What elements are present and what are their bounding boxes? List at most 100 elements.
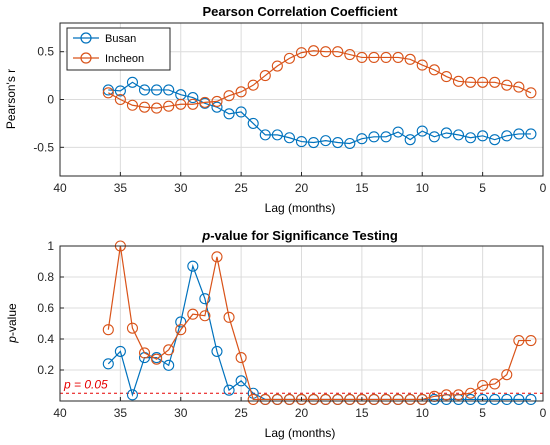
data-point-incheon bbox=[344, 393, 356, 406]
data-point-incheon bbox=[138, 347, 151, 359]
x-tick-label: 30 bbox=[174, 406, 188, 420]
series-line-incheon bbox=[107, 245, 531, 401]
data-point-incheon bbox=[380, 393, 392, 406]
data-point-incheon bbox=[452, 389, 465, 401]
plot-area-pvalue: p = 0.05 bbox=[60, 240, 543, 406]
y-axis-label-pvalue: p-value bbox=[5, 303, 19, 344]
data-point-incheon bbox=[295, 393, 308, 406]
x-tick-label: 40 bbox=[53, 406, 67, 420]
data-point-busan bbox=[126, 76, 138, 88]
y-tick-label: -0.5 bbox=[33, 140, 54, 154]
data-point-incheon bbox=[283, 52, 295, 64]
data-point-incheon bbox=[440, 71, 452, 83]
data-point-incheon bbox=[356, 393, 368, 406]
x-tick-label: 30 bbox=[174, 181, 188, 195]
x-tick-label: 0 bbox=[540, 181, 547, 195]
data-point-incheon bbox=[271, 60, 283, 72]
data-point-incheon bbox=[151, 353, 163, 365]
data-point-incheon bbox=[199, 310, 211, 322]
legend-marker-busan bbox=[80, 32, 92, 44]
data-point-busan bbox=[501, 393, 513, 406]
data-point-busan bbox=[163, 359, 175, 371]
data-point-busan bbox=[126, 389, 138, 401]
legend: Busan Incheon bbox=[66, 27, 171, 71]
data-point-incheon bbox=[102, 324, 114, 336]
data-point-incheon bbox=[187, 308, 199, 320]
data-point-incheon bbox=[114, 93, 126, 106]
y-tick-label: 0.8 bbox=[37, 270, 54, 284]
data-point-incheon bbox=[163, 344, 175, 356]
series-line-busan bbox=[108, 81, 531, 145]
x-tick-label: 5 bbox=[479, 181, 486, 195]
data-point-busan bbox=[404, 134, 416, 146]
data-point-busan bbox=[380, 131, 392, 143]
x-axis-label-pearson: Lag (months) bbox=[265, 201, 336, 215]
chart-title-pvalue-rest: -value for Significance Testing bbox=[210, 228, 398, 243]
y-tick-label: 0 bbox=[47, 93, 54, 107]
data-point-incheon bbox=[380, 51, 392, 63]
data-point-incheon bbox=[271, 393, 283, 406]
data-point-incheon bbox=[464, 76, 477, 88]
data-point-incheon bbox=[308, 45, 320, 57]
x-tick-label: 10 bbox=[416, 406, 430, 420]
data-point-busan bbox=[356, 133, 368, 145]
data-point-busan bbox=[102, 84, 114, 96]
data-point-incheon bbox=[126, 99, 138, 111]
data-point-incheon bbox=[199, 96, 211, 108]
data-point-busan bbox=[223, 108, 235, 120]
data-point-busan bbox=[102, 358, 114, 370]
data-point-incheon bbox=[392, 393, 404, 406]
data-point-busan bbox=[138, 84, 151, 96]
data-point-incheon bbox=[308, 393, 320, 406]
y-tick-label: 0.2 bbox=[37, 363, 54, 377]
data-point-incheon bbox=[428, 64, 440, 76]
data-point-incheon bbox=[392, 51, 404, 63]
data-point-busan bbox=[187, 92, 199, 104]
data-point-incheon bbox=[452, 75, 465, 87]
data-point-busan bbox=[235, 375, 247, 387]
data-point-busan bbox=[428, 131, 440, 143]
data-point-incheon bbox=[211, 251, 223, 263]
x-tick-label: 40 bbox=[53, 181, 67, 195]
data-point-busan bbox=[464, 132, 477, 144]
data-point-incheon bbox=[489, 76, 501, 88]
data-point-incheon bbox=[223, 311, 235, 323]
data-point-busan bbox=[151, 84, 163, 96]
x-tick-label: 15 bbox=[355, 406, 369, 420]
y-tick-label: 0.4 bbox=[37, 332, 54, 346]
y-axis-label-pvalue-rest: -value bbox=[5, 303, 19, 336]
data-point-incheon bbox=[332, 46, 344, 58]
data-point-incheon bbox=[138, 101, 151, 113]
data-point-busan bbox=[271, 129, 283, 141]
ticks-pvalue: 40 35 30 25 20 15 10 5 0 0.2 0.4 0.6 0.8 1 bbox=[37, 239, 546, 420]
data-point-incheon bbox=[175, 98, 187, 110]
legend-label-busan: Busan bbox=[105, 33, 136, 45]
data-point-incheon bbox=[163, 100, 175, 112]
data-point-busan bbox=[114, 345, 126, 357]
series-line-incheon bbox=[108, 50, 532, 109]
data-point-busan bbox=[283, 132, 295, 144]
data-point-incheon bbox=[295, 47, 308, 59]
data-point-busan bbox=[452, 129, 465, 141]
data-point-incheon bbox=[344, 49, 356, 61]
y-tick-label: 0.6 bbox=[37, 301, 54, 315]
data-point-busan bbox=[344, 137, 356, 150]
data-point-incheon bbox=[332, 393, 344, 406]
y-axis-label-pearson: Pearson's r bbox=[4, 69, 18, 129]
data-point-busan bbox=[187, 260, 199, 272]
chart-pvalue: p-value for Significance Testing p = 0.0… bbox=[5, 228, 547, 440]
data-point-busan bbox=[211, 101, 223, 113]
data-point-incheon bbox=[477, 76, 489, 88]
legend-marker-incheon bbox=[80, 52, 92, 64]
data-point-incheon bbox=[525, 334, 537, 347]
x-tick-label: 5 bbox=[479, 406, 486, 420]
data-point-busan bbox=[489, 134, 501, 146]
threshold-label: p = 0.05 bbox=[63, 377, 108, 391]
data-point-busan bbox=[416, 125, 428, 137]
plot-area-pearson bbox=[102, 45, 537, 150]
data-point-busan bbox=[513, 393, 525, 406]
series-line-busan bbox=[107, 264, 531, 401]
data-point-incheon bbox=[283, 393, 295, 406]
x-tick-label: 10 bbox=[416, 181, 430, 195]
